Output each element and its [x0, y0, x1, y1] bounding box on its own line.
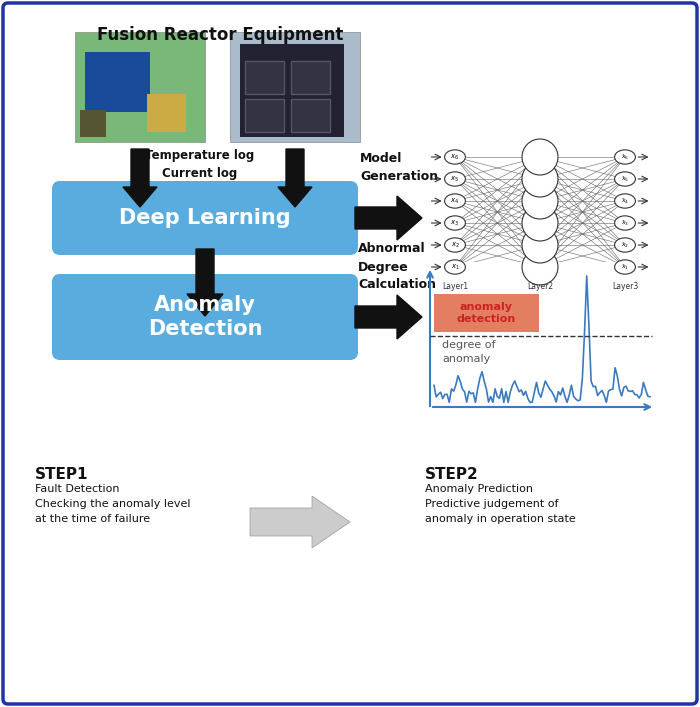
Circle shape [522, 227, 558, 263]
FancyBboxPatch shape [3, 3, 697, 704]
Circle shape [522, 139, 558, 175]
Ellipse shape [444, 260, 466, 274]
Polygon shape [355, 196, 422, 240]
Ellipse shape [615, 238, 636, 252]
Text: Layer1: Layer1 [442, 282, 468, 291]
FancyBboxPatch shape [240, 44, 344, 137]
Ellipse shape [444, 194, 466, 208]
FancyBboxPatch shape [290, 99, 330, 132]
FancyBboxPatch shape [422, 262, 660, 417]
Text: $x_1$: $x_1$ [451, 262, 459, 271]
Circle shape [522, 183, 558, 219]
FancyBboxPatch shape [245, 61, 284, 93]
Circle shape [522, 205, 558, 241]
Text: $x_4$: $x_4$ [450, 197, 460, 206]
Text: STEP2: STEP2 [425, 467, 479, 482]
Text: $\hat{x}_2$: $\hat{x}_2$ [621, 240, 629, 250]
Text: $\hat{x}_1$: $\hat{x}_1$ [621, 262, 629, 271]
Text: Fusion Reactor Equipment: Fusion Reactor Equipment [97, 26, 343, 44]
FancyBboxPatch shape [290, 61, 330, 93]
Ellipse shape [444, 150, 466, 164]
Ellipse shape [615, 260, 636, 274]
Polygon shape [355, 295, 422, 339]
Ellipse shape [615, 216, 636, 230]
Text: Anomaly
Detection: Anomaly Detection [148, 296, 262, 339]
Text: $\hat{x}_4$: $\hat{x}_4$ [621, 196, 629, 206]
FancyBboxPatch shape [80, 110, 106, 137]
FancyBboxPatch shape [146, 93, 186, 132]
FancyBboxPatch shape [85, 52, 150, 112]
Text: $\hat{x}_6$: $\hat{x}_6$ [621, 152, 629, 162]
Text: Fault Detection
Checking the anomaly level
at the time of failure: Fault Detection Checking the anomaly lev… [35, 484, 190, 524]
Ellipse shape [444, 216, 466, 230]
FancyBboxPatch shape [245, 99, 284, 132]
Ellipse shape [615, 150, 636, 164]
Text: $x_6$: $x_6$ [450, 153, 460, 162]
Polygon shape [187, 249, 223, 316]
FancyBboxPatch shape [52, 181, 358, 255]
FancyBboxPatch shape [75, 32, 205, 142]
FancyBboxPatch shape [230, 32, 360, 142]
Text: Anomaly Prediction
Predictive judgement of
anomaly in operation state: Anomaly Prediction Predictive judgement … [425, 484, 575, 524]
Text: Layer3: Layer3 [612, 282, 638, 291]
FancyBboxPatch shape [434, 294, 539, 332]
Text: Abnormal
Degree
Calculation: Abnormal Degree Calculation [358, 243, 436, 291]
Polygon shape [278, 149, 312, 207]
Text: $\hat{x}_5$: $\hat{x}_5$ [621, 174, 629, 184]
Ellipse shape [444, 238, 466, 252]
Text: Layer2: Layer2 [527, 282, 553, 291]
Ellipse shape [615, 194, 636, 208]
Text: $\hat{x}_3$: $\hat{x}_3$ [621, 218, 629, 228]
Ellipse shape [444, 172, 466, 186]
Text: Deep Learning: Deep Learning [119, 208, 290, 228]
Text: STEP1: STEP1 [35, 467, 88, 482]
Ellipse shape [615, 172, 636, 186]
Text: $x_2$: $x_2$ [451, 240, 459, 250]
Text: Model
Generation: Model Generation [360, 151, 438, 182]
Text: Temperature log
Current log
Water flow log: Temperature log Current log Water flow l… [146, 149, 255, 198]
Text: $x_3$: $x_3$ [451, 218, 459, 228]
Text: $x_5$: $x_5$ [451, 175, 459, 184]
Polygon shape [250, 496, 350, 548]
Text: anomaly
detection: anomaly detection [457, 302, 516, 324]
Polygon shape [123, 149, 157, 207]
Text: degree of
anomaly: degree of anomaly [442, 340, 496, 364]
Circle shape [522, 161, 558, 197]
Circle shape [522, 249, 558, 285]
FancyBboxPatch shape [52, 274, 358, 360]
